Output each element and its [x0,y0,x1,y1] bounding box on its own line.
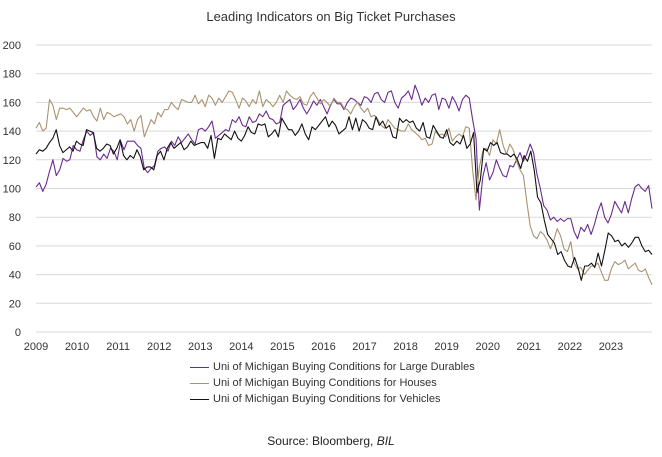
x-tick-label: 2018 [393,341,417,353]
x-tick-label: 2019 [434,341,458,353]
x-tick-label: 2014 [229,341,253,353]
legend-swatch [190,382,209,384]
legend-item-2: Uni of Michigan Buying Conditions for Ho… [190,375,475,391]
source-prefix: Source: Bloomberg, [267,434,377,448]
y-tick-label: 120 [3,155,21,167]
x-tick-label: 2023 [599,341,623,353]
y-tick-label: 20 [9,298,21,310]
source-note: Source: Bloomberg, BIL [0,434,662,448]
x-tick-label: 2012 [147,341,171,353]
y-tick-label: 100 [3,184,21,196]
legend-item-3: Uni of Michigan Buying Conditions for Ve… [190,391,475,407]
y-tick-label: 200 [3,40,21,52]
x-tick-label: 2017 [352,341,376,353]
x-tick-label: 2015 [270,341,294,353]
legend-label: Uni of Michigan Buying Conditions for Ve… [213,393,441,405]
x-tick-label: 2022 [558,341,582,353]
series-line-3 [35,116,653,281]
y-tick-label: 40 [9,270,21,282]
x-tick-label: 2013 [188,341,212,353]
y-tick-label: 160 [3,97,21,109]
legend-label: Uni of Michigan Buying Conditions for La… [213,361,475,373]
y-tick-label: 60 [9,241,21,253]
y-tick-label: 80 [9,212,21,224]
legend-swatch [190,398,209,400]
legend-item-1: Uni of Michigan Buying Conditions for La… [190,359,475,375]
y-tick-label: 180 [3,69,21,81]
x-tick-label: 2009 [24,341,48,353]
series-line-2 [35,90,653,285]
x-tick-label: 2020 [475,341,499,353]
legend-label: Uni of Michigan Buying Conditions for Ho… [213,377,437,389]
source-emphasis: BIL [376,434,395,448]
legend-swatch [190,366,209,368]
x-tick-label: 2011 [106,341,130,353]
y-tick-label: 0 [15,327,21,339]
x-tick-label: 2021 [517,341,541,353]
series-line-1 [35,84,653,240]
legend: Uni of Michigan Buying Conditions for La… [190,359,475,407]
chart-title: Leading Indicators on Big Ticket Purchas… [206,9,456,24]
x-tick-label: 2016 [311,341,335,353]
y-tick-label: 140 [3,126,21,138]
x-tick-label: 2010 [65,341,89,353]
